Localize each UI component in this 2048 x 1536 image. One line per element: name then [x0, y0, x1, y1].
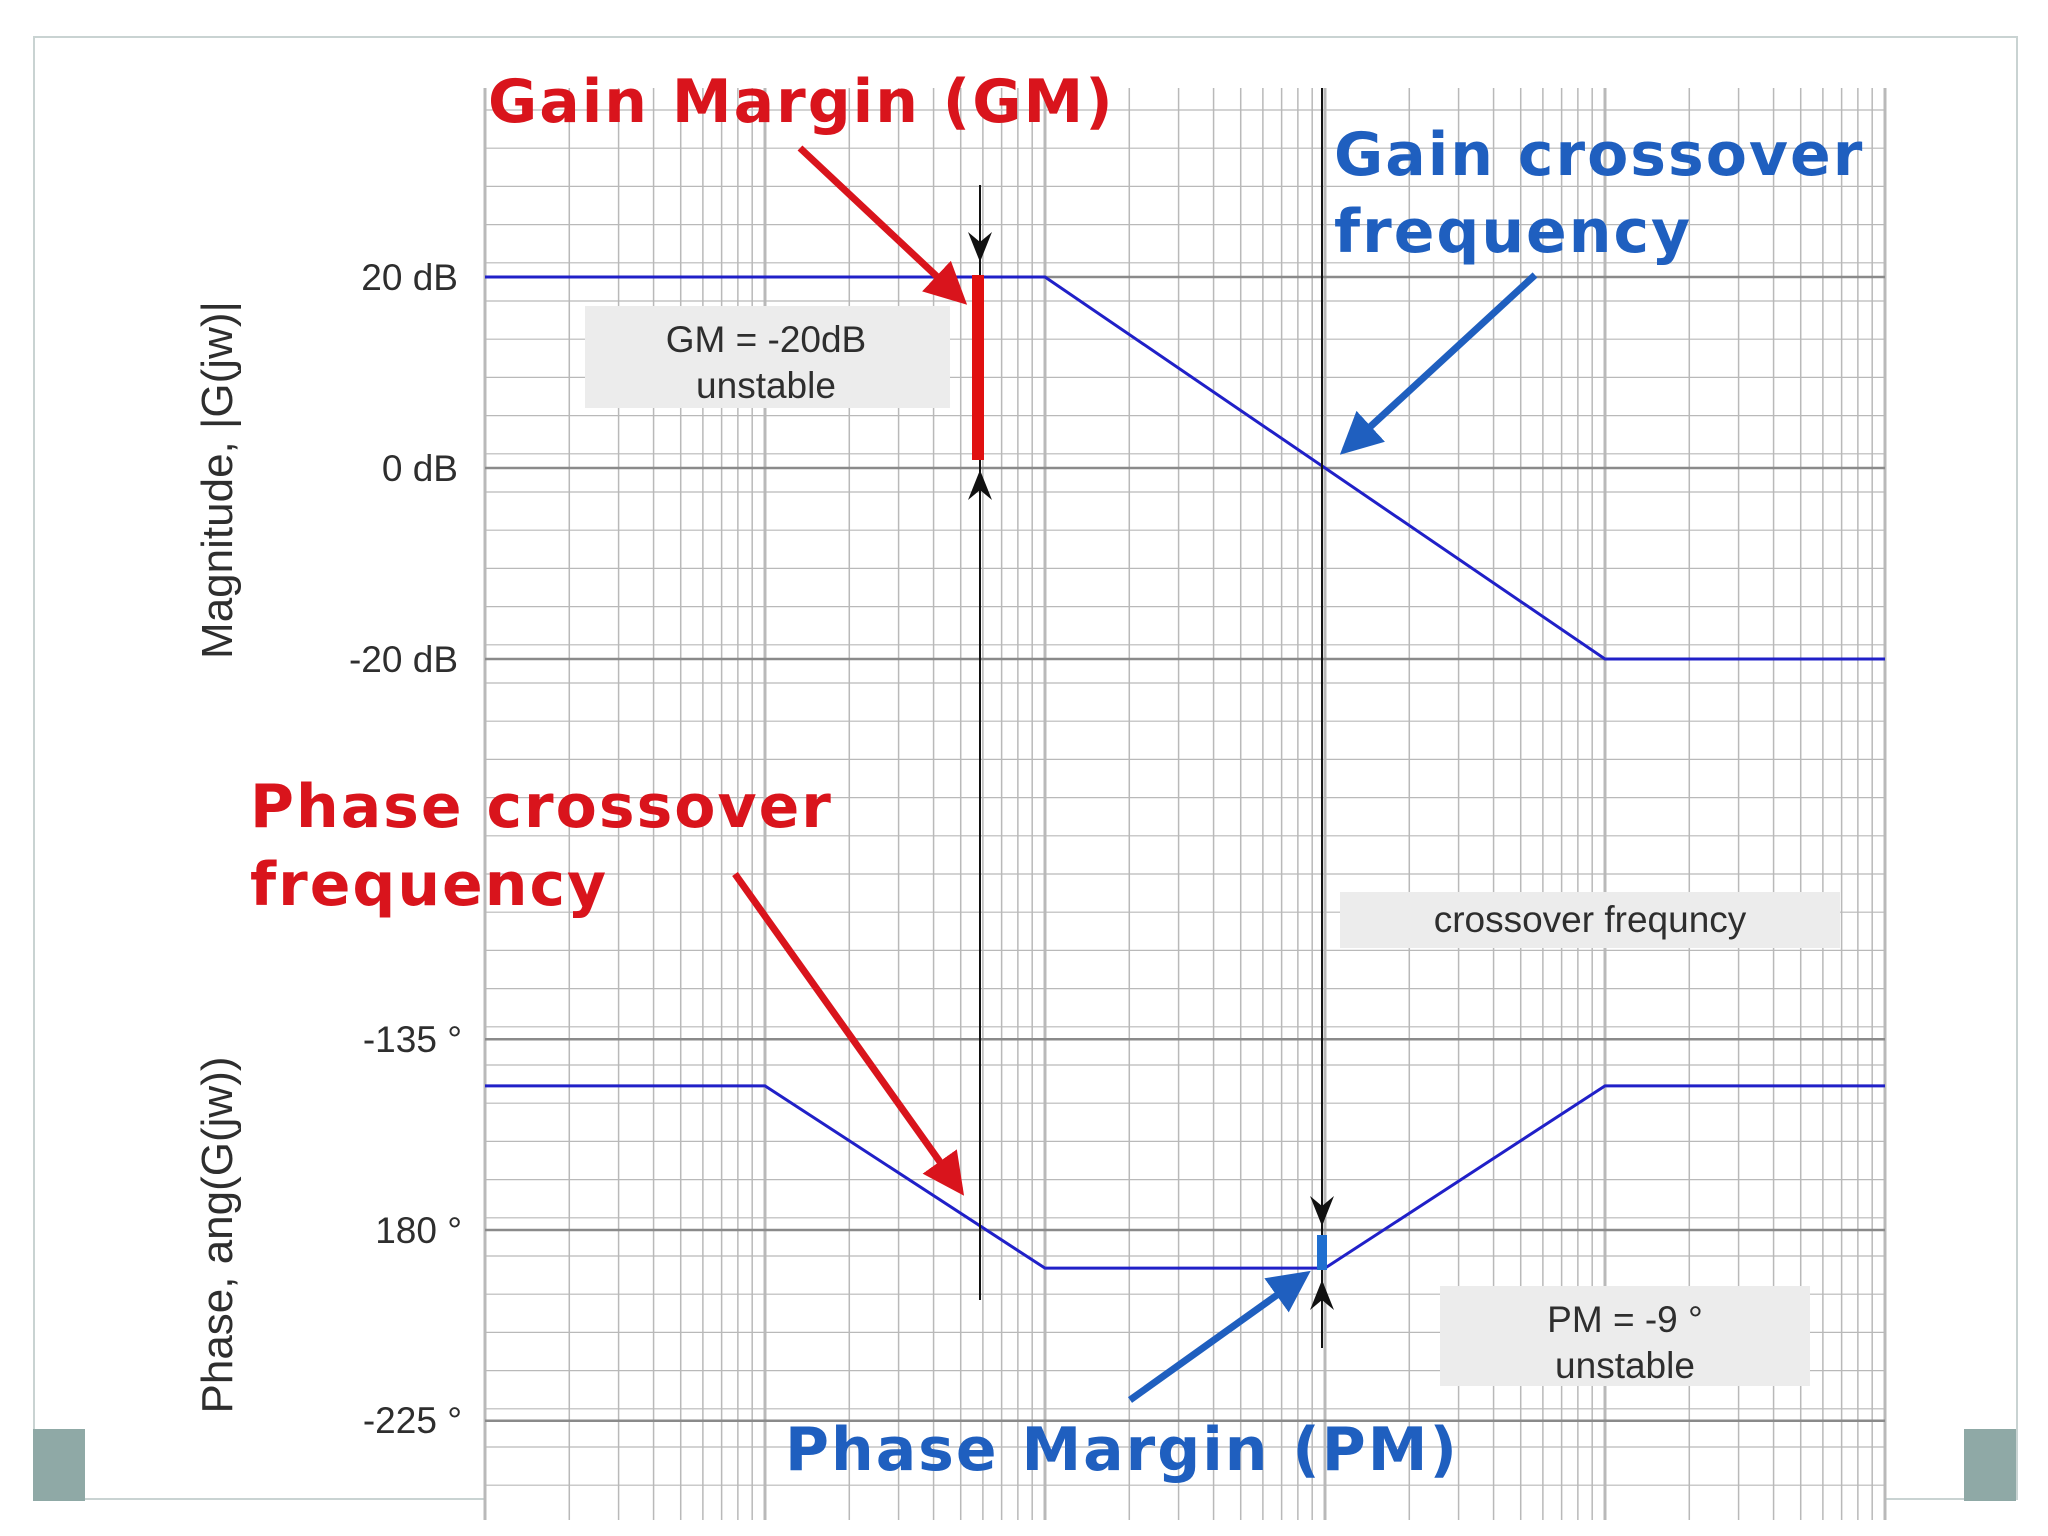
mag-tick-minus20: -20 dB: [349, 639, 458, 680]
pm-callout-arrow: [1127, 1270, 1311, 1403]
pm-info-line2: unstable: [1555, 1345, 1695, 1386]
corner-block-left: [33, 1429, 85, 1501]
gm-info-box: [585, 306, 950, 408]
magnitude-axis-title: Magnitude, |G(jw)|: [193, 301, 242, 659]
mag-tick-0: 0 dB: [382, 448, 458, 489]
gm-arrowhead-top: [968, 232, 992, 262]
gain-crossover-arrow: [1339, 272, 1538, 455]
magnitude-curve: [485, 275, 1885, 661]
pm-arrowhead-top: [1310, 1196, 1334, 1226]
phase-tick-minus225: -225 °: [363, 1400, 462, 1441]
phase-tick-180: 180 °: [375, 1210, 462, 1251]
phase-crossover-arrow: [732, 871, 965, 1196]
gm-arrowhead-bottom: [968, 470, 992, 500]
mag-tick-20: 20 dB: [361, 257, 458, 298]
curves: [485, 275, 1885, 1270]
phase-crossover-callout-1: Phase crossover: [250, 772, 833, 842]
phase-curve: [485, 1084, 1885, 1270]
gain-margin-callout: Gain Margin (GM): [488, 67, 1115, 137]
gm-info-line2: unstable: [696, 365, 836, 406]
phase-tick-minus135: -135 °: [363, 1019, 462, 1060]
crossover-info-text: crossover frequncy: [1434, 899, 1747, 940]
gain-crossover-callout-1: Gain crossover: [1334, 120, 1864, 190]
gain-crossover-callout-2: frequency: [1334, 197, 1692, 267]
pm-info-line1: PM = -9 °: [1547, 1299, 1703, 1340]
gm-info-line1: GM = -20dB: [666, 319, 867, 360]
gm-callout-arrow: [797, 145, 968, 305]
phase-axis-title: Phase, ang(G(jw)): [193, 1056, 242, 1413]
pm-arrowhead-bottom: [1310, 1280, 1334, 1310]
phase-crossover-callout-2: frequency: [250, 850, 608, 920]
pm-info-box: [1440, 1286, 1810, 1386]
corner-block-right: [1964, 1429, 2016, 1501]
crossover-info-box: [1340, 892, 1840, 948]
phase-margin-callout: Phase Margin (PM): [785, 1415, 1459, 1485]
